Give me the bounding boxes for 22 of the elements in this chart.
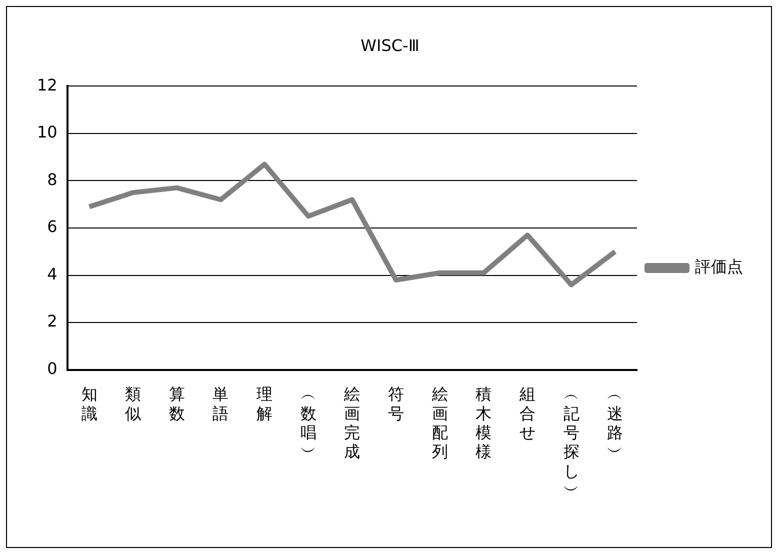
x-tick-label: 単語 (212, 384, 229, 423)
y-tick-label: 2 (47, 312, 58, 331)
x-tick-label: 積木模様 (476, 384, 492, 462)
y-tick-label: 12 (37, 75, 58, 94)
x-tick-label: 類似 (125, 384, 142, 423)
legend-label: 評価点 (695, 257, 743, 276)
y-tick-label: 10 (37, 122, 58, 142)
y-tick-label: 6 (47, 217, 58, 236)
x-tick-label: 符号 (388, 384, 404, 423)
y-tick-label: 4 (47, 264, 58, 284)
x-tick-label: 絵画配列 (430, 384, 448, 462)
x-tick-label: 知識 (81, 384, 98, 423)
x-tick-label: 算数 (168, 384, 185, 423)
x-tick-label: ︵数唱︶ (300, 384, 316, 462)
x-tick-label: 理解 (256, 384, 273, 423)
y-tick-label: 0 (47, 358, 58, 378)
x-tick-label: 組合せ (518, 384, 536, 442)
x-tick-label: ︵記号探し︶ (563, 384, 580, 500)
x-tick-label: 絵画完成 (343, 384, 360, 462)
x-tick-label: ︵迷路︶ (607, 384, 624, 462)
y-tick-label: 8 (47, 170, 58, 189)
chart-title: WISC-Ⅲ (360, 36, 420, 55)
